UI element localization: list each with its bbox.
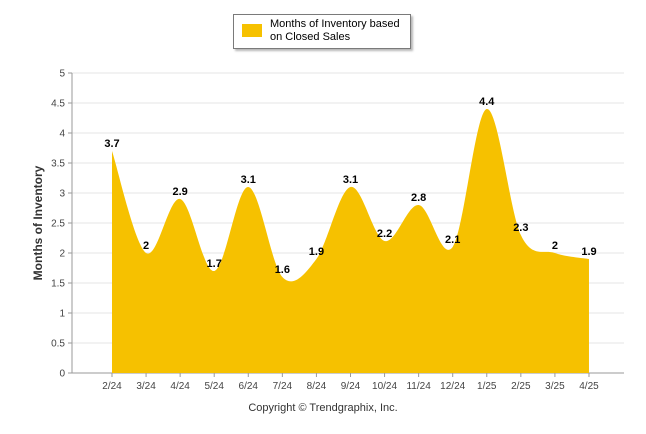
x-tick-label: 7/24: [273, 381, 293, 392]
data-label: 1.6: [275, 264, 290, 276]
x-tick-label: 4/25: [579, 381, 599, 392]
x-tick-label: 3/25: [545, 381, 565, 392]
data-label: 3.7: [104, 138, 119, 150]
legend-swatch: [242, 24, 262, 37]
data-label: 1.7: [207, 258, 222, 270]
data-label: 3.1: [343, 174, 358, 186]
y-tick-label: 0: [59, 369, 65, 380]
data-label: 2.9: [172, 186, 187, 198]
y-tick-label: 2.5: [51, 219, 65, 230]
data-label: 2.3: [513, 222, 528, 234]
x-tick-label: 8/24: [307, 381, 327, 392]
y-tick-label: 1.5: [51, 279, 65, 290]
y-tick-label: 1: [59, 309, 65, 320]
data-label: 2.8: [411, 192, 426, 204]
y-tick-label: 2: [59, 249, 65, 260]
data-label: 1.9: [309, 246, 324, 258]
y-tick-label: 4: [59, 129, 65, 140]
legend-label: Months of Inventory based on Closed Sale…: [270, 18, 400, 43]
x-tick-label: 1/25: [477, 381, 497, 392]
x-tick-label: 6/24: [239, 381, 259, 392]
x-tick-label: 9/24: [341, 381, 361, 392]
x-tick-label: 12/24: [440, 381, 465, 392]
data-label: 2: [143, 240, 149, 252]
y-tick-label: 0.5: [51, 339, 65, 350]
y-axis-title: Months of Inventory: [31, 165, 45, 280]
x-tick-label: 2/25: [511, 381, 531, 392]
chart-legend: Months of Inventory based on Closed Sale…: [233, 14, 411, 49]
y-tick-label: 4.5: [51, 99, 65, 110]
data-label: 1.9: [581, 246, 596, 258]
y-tick-label: 3.5: [51, 159, 65, 170]
data-label: 2.2: [377, 228, 392, 240]
x-tick-label: 11/24: [406, 381, 431, 392]
data-label: 2.1: [445, 234, 460, 246]
data-label: 4.4: [479, 96, 495, 108]
x-tick-label: 4/24: [170, 381, 190, 392]
x-tick-label: 2/24: [102, 381, 122, 392]
x-tick-label: 5/24: [204, 381, 224, 392]
copyright-text: Copyright © Trendgraphix, Inc.: [248, 402, 398, 414]
y-tick-label: 3: [59, 189, 65, 200]
series-area: [112, 108, 589, 373]
data-label: 3.1: [241, 174, 256, 186]
data-label: 2: [552, 240, 558, 252]
y-tick-label: 5: [59, 69, 65, 80]
x-tick-label: 10/24: [372, 381, 397, 392]
x-tick-label: 3/24: [136, 381, 156, 392]
